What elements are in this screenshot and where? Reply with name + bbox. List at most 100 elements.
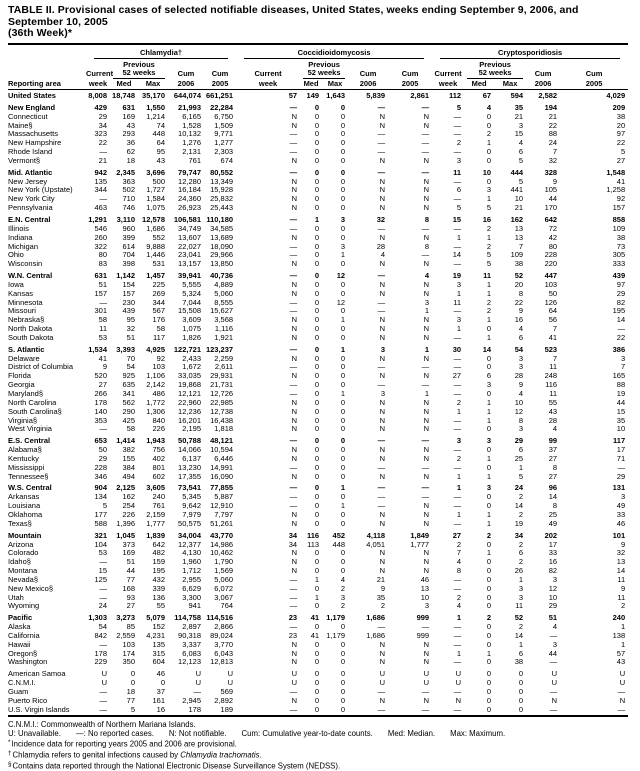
value-cell: 1,528 [182, 120, 201, 130]
value-cell: 12 [336, 297, 346, 307]
table-row: Tennessee§ 346 494 602 17,355 16,090 N 0 0 N N 1 1 5 2… [8, 472, 628, 482]
value-cell: N [379, 415, 386, 425]
value-cell: 136 [152, 592, 165, 602]
value-cell: 41 [310, 613, 320, 623]
value-cell: — [453, 111, 462, 121]
reporting-area-cell: Guam [8, 687, 29, 696]
value-cell: 50,575 [178, 518, 201, 528]
value-cell: 2,195 [182, 424, 201, 434]
value-cell: 290 [122, 406, 135, 416]
value-cell: 5 [518, 176, 524, 186]
value-cell: 9 [518, 306, 524, 316]
value-cell: — [453, 518, 462, 528]
value-cell: N [291, 445, 298, 455]
value-cell: U [195, 669, 201, 679]
value-cell: 1,790 [214, 557, 234, 567]
value-cell: 2 [518, 539, 524, 549]
value-cell: 7 [552, 147, 558, 157]
value-cell: 25 [514, 453, 524, 463]
value-cell: 0 [314, 194, 320, 204]
value-cell: 195 [152, 566, 165, 576]
value-cell: 0 [486, 695, 492, 705]
value-cell: 6,750 [214, 111, 234, 121]
value-cell: — [289, 129, 298, 139]
reporting-area-cell: California [8, 630, 40, 640]
value-cell: — [453, 259, 462, 269]
value-cell: 0 [314, 371, 320, 381]
value-cell: 95 [156, 147, 165, 157]
value-cell: N [423, 185, 430, 195]
value-cell: 0 [340, 332, 346, 342]
value-cell: N [423, 176, 430, 186]
value-cell: 14 [452, 250, 462, 260]
value-cell: — [193, 687, 202, 696]
value-cell: 95 [126, 315, 135, 325]
value-cell: 116 [306, 530, 320, 540]
value-cell: — [421, 250, 430, 260]
reporting-area-cell: South Dakota [8, 332, 54, 342]
value-cell: 960 [122, 223, 135, 233]
value-cell: N [423, 155, 430, 165]
table-row: C.N.M.I. U 0 0 U U U 0 0 U U U 0 0 U U [8, 678, 628, 688]
value-cell: — [421, 704, 430, 714]
value-cell: 12,726 [210, 389, 234, 398]
cum-label: Cum [401, 69, 419, 78]
value-cell: N [423, 548, 430, 558]
value-cell: 220 [544, 259, 558, 269]
value-cell: 10,594 [210, 445, 234, 455]
value-cell: — [453, 704, 462, 714]
value-cell: N [423, 111, 430, 121]
year-2005-label: 2005 [401, 78, 419, 88]
value-cell: 14 [514, 630, 524, 640]
value-cell: 531 [152, 259, 165, 269]
value-cell: N [379, 259, 386, 269]
value-cell: — [289, 462, 298, 472]
value-cell: 1 [456, 406, 462, 416]
reporting-area-cell: Pacific [8, 613, 33, 623]
value-cell: 399 [122, 232, 135, 242]
value-cell: 29 [616, 288, 626, 298]
value-cell: — [99, 147, 108, 157]
reporting-area-cell: Georgia [8, 380, 35, 390]
value-cell: 0 [340, 462, 346, 472]
value-cell: 266 [94, 389, 107, 398]
value-cell: U [455, 678, 462, 688]
previous-label: Previous [479, 59, 511, 69]
value-cell: 341 [122, 389, 135, 398]
value-cell: 0 [314, 155, 320, 165]
table-title-line2: (36th Week)* [8, 27, 73, 39]
value-cell: 0 [486, 687, 492, 696]
table-row: North Carolina 178 562 1,772 22,960 22,985 N 0 0… [8, 397, 628, 408]
value-cell: 1 [340, 344, 346, 354]
value-cell: N [291, 406, 298, 416]
value-cell: 0 [314, 639, 320, 649]
value-cell: 8 [424, 241, 430, 251]
value-cell: 116 [545, 380, 558, 390]
value-cell: N [379, 332, 386, 342]
reporting-area-header: Reporting area [8, 78, 61, 88]
value-cell: 0 [314, 120, 320, 130]
value-cell: 240 [612, 613, 626, 623]
value-cell: 22,960 [178, 397, 201, 407]
current-label: Current [254, 69, 282, 78]
max-label: Max [502, 78, 518, 88]
value-cell: — [421, 167, 430, 177]
value-cell: 0 [340, 306, 346, 316]
value-cell: N [291, 424, 298, 434]
value-cell: 0 [340, 657, 346, 667]
value-cell: 103 [122, 639, 135, 649]
value-cell: 11 [617, 592, 626, 602]
value-cell: 0 [314, 453, 320, 463]
value-cell: 114,516 [206, 613, 234, 623]
reporting-area-cell: Oklahoma [8, 509, 43, 519]
value-cell: 12,813 [210, 657, 234, 667]
value-cell: — [99, 639, 108, 649]
value-cell: 1 [518, 639, 524, 649]
value-cell: 19 [452, 271, 462, 281]
value-cell: 363 [122, 176, 135, 186]
value-cell: 0 [314, 518, 320, 528]
value-cell: 0 [314, 223, 320, 233]
value-cell: 0 [340, 120, 346, 130]
value-cell: 29 [98, 111, 107, 121]
value-cell: 6 [518, 548, 524, 558]
